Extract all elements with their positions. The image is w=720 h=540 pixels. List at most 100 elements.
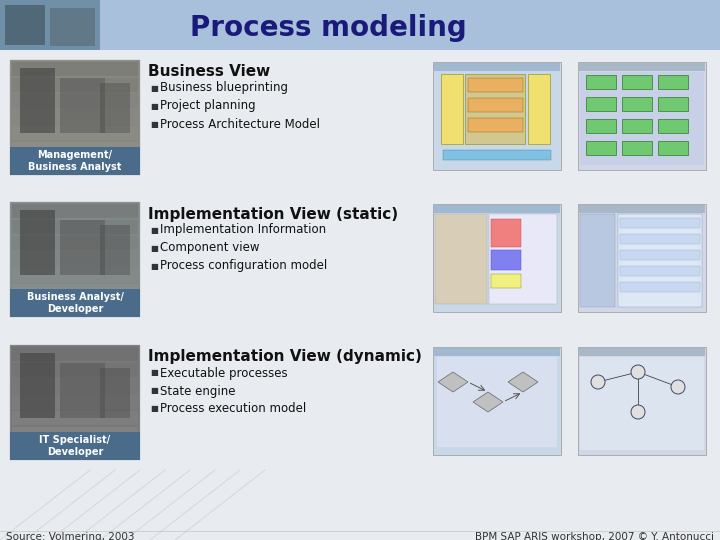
Bar <box>580 214 615 307</box>
Bar <box>622 141 652 155</box>
Bar <box>5 5 45 45</box>
Bar <box>12 268 138 282</box>
Text: IT Specialist/
Developer: IT Specialist/ Developer <box>40 435 111 457</box>
Bar <box>465 74 525 144</box>
Text: State engine: State engine <box>160 384 235 397</box>
Text: ■: ■ <box>150 244 158 253</box>
Bar <box>12 363 138 377</box>
Text: ■: ■ <box>150 119 158 129</box>
Bar <box>441 74 463 144</box>
Bar <box>620 266 700 276</box>
Text: Component view: Component view <box>160 241 259 254</box>
Bar <box>658 141 688 155</box>
Bar <box>20 353 55 418</box>
Bar <box>658 119 688 133</box>
Bar <box>578 204 706 312</box>
Text: Management/
Business Analyst: Management/ Business Analyst <box>28 150 122 172</box>
Bar <box>12 142 138 156</box>
Bar <box>60 363 105 418</box>
Text: Implementation View (dynamic): Implementation View (dynamic) <box>148 349 422 364</box>
Bar <box>12 220 138 234</box>
Bar <box>586 75 616 89</box>
Bar <box>620 234 700 244</box>
Text: Executable processes: Executable processes <box>160 367 287 380</box>
Bar <box>620 250 700 260</box>
Text: ■: ■ <box>150 84 158 92</box>
Text: Implementation Information: Implementation Information <box>160 224 326 237</box>
Bar <box>100 83 130 133</box>
Bar <box>12 427 138 441</box>
Text: Business Analyst/
Developer: Business Analyst/ Developer <box>27 292 123 314</box>
Bar <box>579 348 705 356</box>
Bar <box>578 62 706 170</box>
Bar <box>0 0 720 50</box>
Bar <box>10 60 140 175</box>
Text: ■: ■ <box>150 226 158 234</box>
Bar <box>433 347 561 455</box>
Bar <box>658 97 688 111</box>
Bar <box>491 274 521 288</box>
Bar <box>580 357 704 450</box>
Bar <box>20 68 55 133</box>
Circle shape <box>631 405 645 419</box>
Text: ■: ■ <box>150 404 158 414</box>
Bar <box>12 347 138 361</box>
Bar <box>658 75 688 89</box>
Bar <box>622 97 652 111</box>
Bar <box>12 94 138 108</box>
Bar <box>12 284 138 298</box>
Bar <box>12 110 138 124</box>
Text: Process modeling: Process modeling <box>190 14 467 42</box>
Bar <box>10 432 140 460</box>
Text: Project planning: Project planning <box>160 99 256 112</box>
Circle shape <box>671 380 685 394</box>
Bar <box>12 379 138 393</box>
Bar <box>434 63 560 71</box>
Bar <box>491 250 521 270</box>
Text: Source: Volmering, 2003: Source: Volmering, 2003 <box>6 532 135 540</box>
Bar <box>100 368 130 418</box>
Bar <box>433 204 561 312</box>
Bar <box>60 78 105 133</box>
Bar <box>12 236 138 250</box>
Text: ■: ■ <box>150 102 158 111</box>
Bar <box>10 289 140 317</box>
Bar <box>10 345 140 460</box>
Bar <box>578 347 706 455</box>
Bar <box>20 210 55 275</box>
Bar <box>0 0 100 50</box>
Text: Process configuration model: Process configuration model <box>160 260 328 273</box>
Bar <box>12 126 138 140</box>
Bar <box>12 252 138 266</box>
Bar <box>50 8 95 46</box>
Bar <box>12 204 138 218</box>
Bar <box>12 78 138 92</box>
Bar <box>528 74 550 144</box>
Bar <box>622 75 652 89</box>
Polygon shape <box>473 392 503 412</box>
Text: ■: ■ <box>150 387 158 395</box>
Text: Process Architecture Model: Process Architecture Model <box>160 118 320 131</box>
Bar <box>468 118 523 132</box>
Bar <box>580 72 704 165</box>
Bar <box>622 119 652 133</box>
Text: Process execution model: Process execution model <box>160 402 306 415</box>
Bar <box>491 219 521 247</box>
Bar <box>100 225 130 275</box>
Bar <box>433 62 561 170</box>
Bar <box>10 147 140 175</box>
Bar <box>620 218 700 228</box>
Bar <box>10 202 140 317</box>
Bar <box>586 97 616 111</box>
Bar <box>586 141 616 155</box>
Circle shape <box>631 365 645 379</box>
Bar <box>579 205 705 213</box>
Polygon shape <box>508 372 538 392</box>
Bar <box>12 62 138 76</box>
Circle shape <box>591 375 605 389</box>
Polygon shape <box>438 372 468 392</box>
Bar <box>620 282 700 292</box>
Bar <box>618 214 702 307</box>
Bar <box>434 205 560 213</box>
Bar <box>60 220 105 275</box>
